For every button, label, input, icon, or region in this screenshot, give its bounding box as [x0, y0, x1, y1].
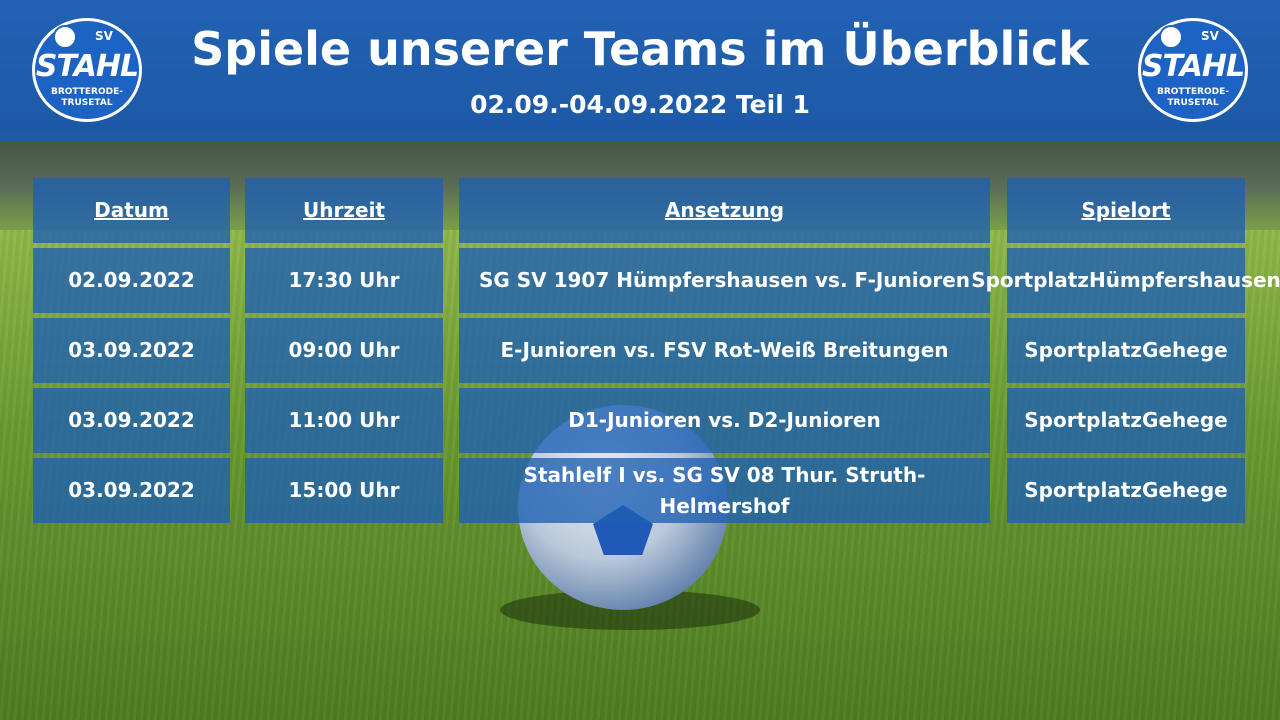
- ball-icon: [1159, 25, 1183, 49]
- ball-icon: [53, 25, 77, 49]
- club-logo-right: SV STAHL BROTTERODE- TRUSETAL: [1138, 18, 1248, 122]
- logo-sv: SV: [1201, 29, 1219, 43]
- match-cell: SG SV 1907 Hümpfershausen vs. F-Junioren: [459, 248, 990, 313]
- time-cell: 09:00 Uhr: [245, 318, 443, 383]
- venue-cell: Sportplatz Gehege: [1007, 318, 1245, 383]
- venue-cell: Sportplatz Gehege: [1007, 388, 1245, 453]
- match-cell: D1-Junioren vs. D2-Junioren: [459, 388, 990, 453]
- logo-sub: BROTTERODE- TRUSETAL: [1156, 87, 1229, 108]
- time-cell: 17:30 Uhr: [245, 248, 443, 313]
- page-subtitle: 02.09.-04.09.2022 Teil 1: [470, 90, 810, 119]
- column-header-datum: Datum: [33, 178, 230, 243]
- logo-sub: BROTTERODE- TRUSETAL: [50, 87, 123, 108]
- date-cell: 02.09.2022: [33, 248, 230, 313]
- logo-name: STAHL: [35, 49, 139, 84]
- column-header-uhrzeit: Uhrzeit: [245, 178, 443, 243]
- venue-cell: Sportplatz Hümpfershausen: [971, 248, 1280, 313]
- time-cell: 11:00 Uhr: [245, 388, 443, 453]
- time-cell: 15:00 Uhr: [245, 458, 443, 523]
- venue-cell: Sportplatz Gehege: [1007, 458, 1245, 523]
- date-cell: 03.09.2022: [33, 458, 230, 523]
- club-logo-left: SV STAHL BROTTERODE- TRUSETAL: [32, 18, 142, 122]
- logo-sv: SV: [95, 29, 113, 43]
- column-header-ansetzung: Ansetzung: [459, 178, 990, 243]
- page-title: Spiele unserer Teams im Überblick: [191, 22, 1089, 76]
- column-header-spielort: Spielort: [1007, 178, 1245, 243]
- match-cell: E-Junioren vs. FSV Rot-Weiß Breitungen: [459, 318, 990, 383]
- match-cell: Stahlelf I vs. SG SV 08 Thur. Struth-Hel…: [459, 458, 990, 523]
- header-band: [0, 0, 1280, 142]
- logo-name: STAHL: [1141, 49, 1245, 84]
- date-cell: 03.09.2022: [33, 388, 230, 453]
- date-cell: 03.09.2022: [33, 318, 230, 383]
